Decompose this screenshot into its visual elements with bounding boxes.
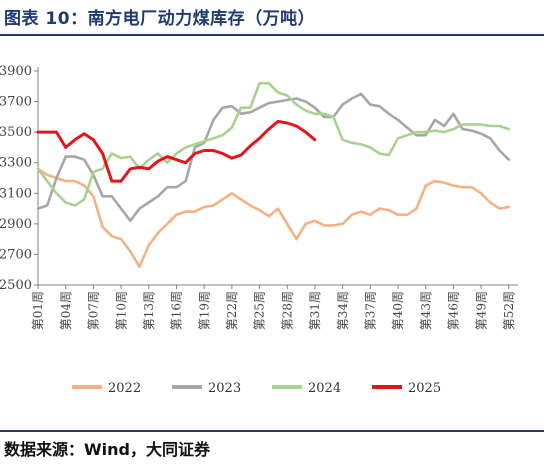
x-tick-label: 第28周 <box>280 291 294 330</box>
chart-title: 图表 10：南方电厂动力煤库存（万吨） <box>4 9 316 29</box>
legend-label-2023: 2023 <box>208 381 241 396</box>
legend-label-2025: 2025 <box>408 381 441 396</box>
y-axis-labels: 2500 2700 2900 3100 3300 3500 3700 3900 <box>0 64 32 293</box>
x-tick-label: 第34周 <box>336 291 350 330</box>
x-tick-label: 第19周 <box>197 291 211 330</box>
series-line-2024 <box>36 81 511 207</box>
line-chart: 2500 2700 2900 3100 3300 3500 3700 3900 第01周 第04… <box>0 64 518 396</box>
legend-label-2024: 2024 <box>308 381 341 396</box>
series-lines <box>36 81 511 268</box>
x-tick-label: 第46周 <box>447 291 461 330</box>
series-line-2022 <box>36 167 511 268</box>
y-tick-label: 3100 <box>0 186 32 201</box>
x-tick-label: 第31周 <box>308 291 322 330</box>
y-tick-label: 3900 <box>0 64 32 79</box>
data-source: 数据来源：Wind，大同证券 <box>4 440 210 459</box>
x-tick-label: 第40周 <box>391 291 405 330</box>
y-tick-label: 2900 <box>0 217 32 232</box>
x-tick-label: 第01周 <box>31 291 45 330</box>
x-tick-label: 第04周 <box>59 291 73 330</box>
x-tick-label: 第52周 <box>502 291 516 330</box>
x-tick-label: 第25周 <box>253 291 267 330</box>
x-tick-label: 第13周 <box>142 291 156 330</box>
x-tick-label: 第43周 <box>419 291 433 330</box>
x-axis-labels: 第01周 第04周 第07周 第10周 第13周 第16周 第19周 第22周 第25周 第28周… <box>31 291 516 330</box>
y-tick-label: 3700 <box>0 95 32 110</box>
y-tick-label: 2500 <box>0 278 32 293</box>
footer-divider <box>0 430 544 432</box>
x-tick-label: 第10周 <box>114 291 128 330</box>
title-divider <box>0 34 544 36</box>
legend-label-2022: 2022 <box>108 381 141 396</box>
x-tick-label: 第07周 <box>87 291 101 330</box>
x-tick-label: 第49周 <box>474 291 488 330</box>
y-tick-label: 2700 <box>0 247 32 262</box>
x-tick-label: 第22周 <box>225 291 239 330</box>
y-tick-label: 3500 <box>0 125 32 140</box>
x-tick-label: 第16周 <box>170 291 184 330</box>
x-tick-label: 第37周 <box>364 291 378 330</box>
legend: 2022 2023 2024 2025 <box>72 381 441 396</box>
y-tick-label: 3300 <box>0 156 32 171</box>
axes-group <box>34 67 518 289</box>
series-line-2025 <box>36 119 317 183</box>
series-line-2023 <box>36 92 511 223</box>
